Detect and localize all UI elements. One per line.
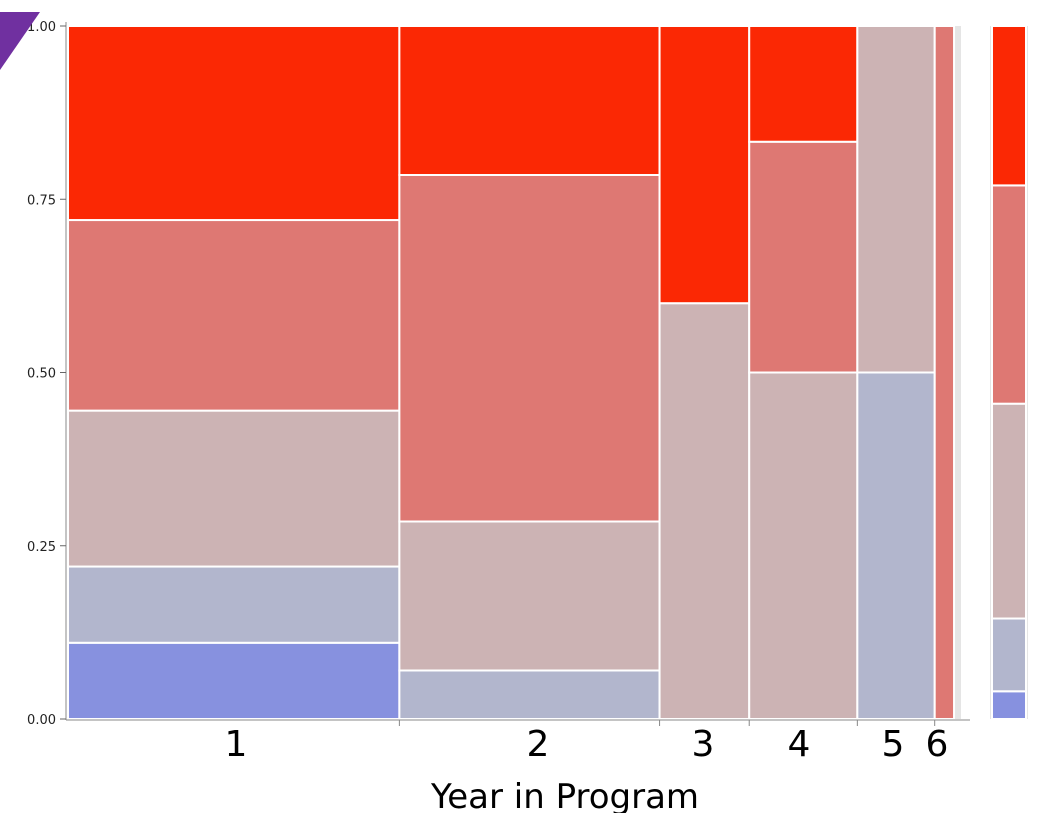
x-axis-label: Year in Program	[430, 777, 699, 813]
marginal-cell	[991, 184, 1027, 405]
mosaic-cell	[658, 25, 751, 305]
y-tick-label: 0.00	[27, 713, 56, 728]
x-category-label: 1	[225, 724, 248, 765]
marginal-cell	[991, 402, 1027, 620]
mosaic-cell	[398, 520, 661, 672]
mosaic-cell	[748, 371, 859, 720]
x-category-label: 5	[882, 724, 905, 765]
x-category-label: 4	[788, 724, 811, 765]
y-axis-ticks: 0.00 0.25 0.50 0.75 1.00	[27, 20, 66, 728]
mosaic-cell	[748, 140, 859, 374]
marginal-cell	[991, 617, 1027, 693]
mosaic-cell	[67, 219, 401, 412]
mosaic-cell	[933, 25, 956, 720]
y-tick-label: 0.75	[27, 193, 56, 208]
y-tick-label: 1.00	[27, 20, 56, 35]
mosaic-cells	[67, 25, 956, 721]
marginal-cell	[991, 25, 1027, 187]
mosaic-cell	[67, 641, 401, 721]
mosaic-cell	[856, 371, 936, 720]
x-category-label: 3	[692, 724, 715, 765]
x-category-label: 6	[926, 724, 949, 765]
mosaic-cell	[748, 25, 859, 143]
y-tick-label: 0.50	[27, 367, 56, 382]
mosaic-cell	[67, 25, 401, 222]
mosaic-cell	[398, 25, 661, 176]
mosaic-cell	[67, 565, 401, 644]
mosaic-cell	[398, 669, 661, 720]
mosaic-cell	[856, 25, 936, 374]
mosaic-cell	[67, 409, 401, 568]
y-tick-label: 0.25	[27, 540, 56, 555]
mosaic-cell	[398, 173, 661, 523]
marginal-cell	[991, 690, 1027, 721]
marginal-cells	[991, 25, 1027, 721]
x-category-label: 2	[527, 724, 550, 765]
mosaic-cell	[658, 302, 751, 720]
arrow-pointer-shape	[0, 12, 40, 70]
